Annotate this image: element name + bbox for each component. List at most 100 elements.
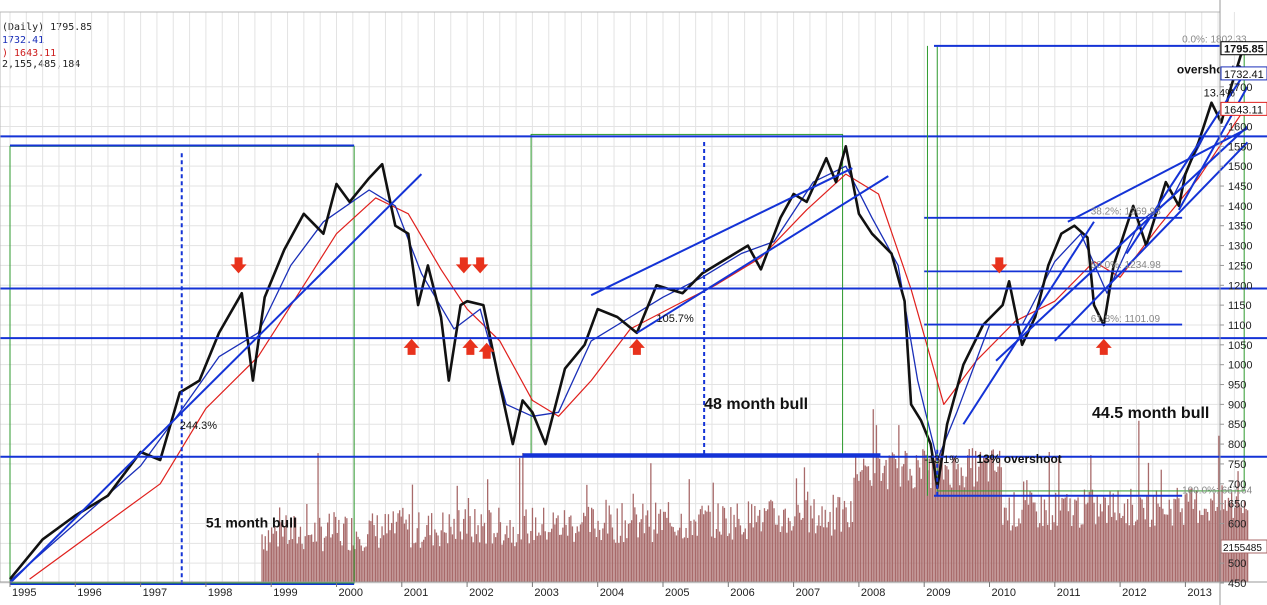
volume-bar <box>946 466 948 582</box>
volume-bar <box>1095 524 1097 582</box>
volume-bar <box>991 450 993 582</box>
volume-bar <box>938 458 940 582</box>
volume-bar <box>1002 524 1004 582</box>
price-tag-label: 1795.85 <box>1224 44 1264 56</box>
volume-bar <box>1047 524 1049 582</box>
x-tick-label: 1997 <box>143 587 167 599</box>
volume-bar <box>1205 508 1207 582</box>
volume-bar <box>671 526 673 582</box>
y-tick-label: 1600 <box>1228 121 1252 133</box>
volume-bar <box>464 509 466 582</box>
volume-bar <box>1192 508 1194 582</box>
volume-bar <box>1131 504 1134 582</box>
x-tick-label: 2007 <box>796 587 820 599</box>
volume-bar <box>370 521 372 582</box>
volume-bar <box>509 520 511 582</box>
volume-bar <box>701 505 703 582</box>
volume-bar <box>455 538 457 582</box>
annotation-label: 38.2%: 1369.93 <box>1091 207 1161 218</box>
volume-bar <box>1064 497 1066 582</box>
volume-bar <box>939 450 942 582</box>
volume-bar <box>642 503 644 582</box>
volume-bar <box>787 517 790 582</box>
volume-bar <box>880 480 882 582</box>
volume-bar <box>1072 515 1074 582</box>
x-tick-label: 2000 <box>339 587 363 599</box>
volume-bar <box>563 510 566 582</box>
volume-bar <box>923 450 926 582</box>
volume-bar <box>735 527 737 582</box>
volume-bar <box>1098 516 1100 582</box>
y-tick-label: 450 <box>1228 578 1246 590</box>
y-tick-label: 500 <box>1228 558 1246 570</box>
volume-bar <box>424 536 426 582</box>
volume-bar <box>1042 525 1044 582</box>
volume-bar <box>911 475 913 582</box>
x-tick-label: 2003 <box>534 587 558 599</box>
volume-bar <box>525 509 527 582</box>
annotation-label: 50.0%: 1234.98 <box>1091 260 1161 271</box>
volume-bar <box>1155 490 1158 582</box>
volume-bar <box>307 535 310 582</box>
volume-bar <box>845 507 847 582</box>
volume-bar <box>383 535 385 582</box>
volume-bar <box>459 531 462 582</box>
volume-bar <box>599 529 601 582</box>
volume-bar <box>659 509 662 582</box>
volume-bar <box>1151 519 1153 582</box>
volume-bar <box>864 465 866 582</box>
volume-bar <box>779 531 782 582</box>
volume-bar <box>631 520 633 582</box>
volume-bar <box>851 522 854 582</box>
volume-bar <box>1079 527 1081 582</box>
annotation-label: 244.3% <box>180 420 218 432</box>
volume-bar <box>771 501 774 582</box>
y-tick-label: 850 <box>1228 419 1246 431</box>
volume-bar <box>1135 521 1137 582</box>
volume-bar <box>1207 511 1209 582</box>
volume-bar <box>1099 504 1102 582</box>
volume-bar <box>1032 502 1034 582</box>
volume-bar <box>1067 511 1070 582</box>
volume-bar <box>736 503 738 582</box>
volume-bar <box>658 513 660 582</box>
volume-bar <box>373 525 375 582</box>
volume-bar <box>971 448 974 582</box>
volume-bar <box>973 486 975 582</box>
volume-bar <box>1183 524 1185 582</box>
volume-bar <box>653 529 655 582</box>
volume-bar <box>829 511 831 582</box>
volume-bar <box>527 533 529 582</box>
volume-bar <box>368 520 370 582</box>
volume-bar <box>1213 492 1215 582</box>
volume-bar <box>592 509 594 582</box>
volume-bar <box>1024 500 1026 582</box>
volume-bar <box>423 539 425 582</box>
volume-bar <box>651 542 654 582</box>
volume-bar <box>343 523 345 582</box>
volume-bar <box>415 542 417 582</box>
volume-bar <box>1191 488 1193 582</box>
volume-bar <box>429 535 431 582</box>
volume-bar <box>285 515 287 582</box>
volume-bar <box>1218 435 1220 582</box>
volume-bar <box>503 540 505 582</box>
volume-bar <box>1011 525 1014 582</box>
volume-bar <box>634 507 636 582</box>
volume-bar <box>522 453 524 582</box>
volume-bar <box>323 537 326 582</box>
volume-bar <box>474 509 476 582</box>
volume-bar <box>901 466 903 582</box>
volume-bar <box>523 515 526 582</box>
volume-bar <box>824 509 826 582</box>
x-tick-label: 2012 <box>1122 587 1146 599</box>
volume-bar <box>666 517 668 582</box>
volume-bar <box>395 521 398 582</box>
volume-bar <box>703 514 705 582</box>
volume-bar <box>554 524 556 582</box>
volume-bar <box>341 545 343 582</box>
volume-bar <box>931 457 934 582</box>
y-tick-label: 750 <box>1228 459 1246 471</box>
volume-bar <box>298 536 300 582</box>
volume-bar <box>397 513 399 582</box>
